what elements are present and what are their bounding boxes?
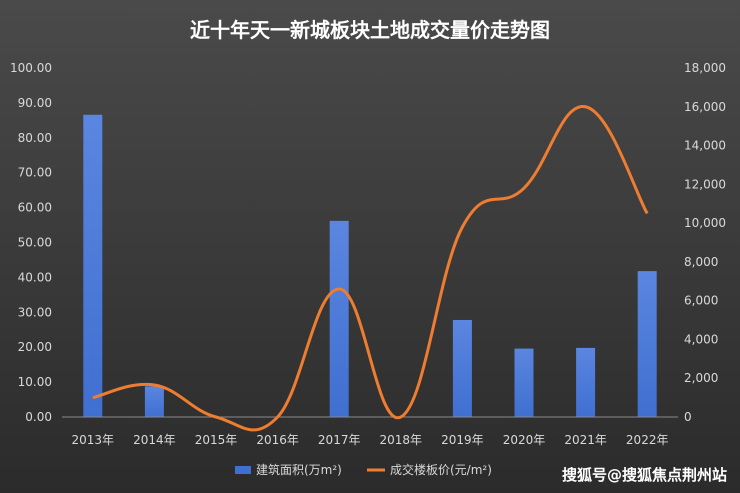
bar-series [83, 114, 657, 418]
left-tick-label: 10.00 [18, 375, 52, 389]
right-tick-label: 0 [684, 410, 692, 424]
left-tick-label: 50.00 [18, 236, 52, 250]
x-tick-label: 2015年 [195, 433, 238, 447]
right-tick-label: 4,000 [684, 332, 718, 346]
left-tick-label: 100.00 [10, 61, 52, 75]
x-tick-label: 2017年 [318, 433, 361, 447]
x-axis: 2013年 2014年 2015年 2016年 2017年 2018年 2019年 2020年… [72, 433, 669, 447]
x-tick-label: 2021年 [564, 433, 607, 447]
legend-bar-swatch [235, 466, 251, 474]
x-tick-label: 2022年 [626, 433, 669, 447]
left-tick-label: 40.00 [18, 270, 52, 284]
right-tick-label: 16,000 [684, 100, 726, 114]
right-tick-label: 10,000 [684, 216, 726, 230]
bar [329, 220, 349, 417]
price-line-series [92, 105, 649, 432]
left-tick-label: 70.00 [18, 166, 52, 180]
right-tick-label: 18,000 [684, 61, 726, 75]
left-tick-label: 30.00 [18, 305, 52, 319]
right-tick-label: 12,000 [684, 177, 726, 191]
chart-title: 近十年天一新城板块土地成交量价走势图 [190, 18, 550, 42]
left-tick-label: 80.00 [18, 131, 52, 145]
bar [144, 386, 164, 417]
bar [452, 319, 472, 417]
right-tick-label: 6,000 [684, 294, 718, 308]
right-tick-label: 2,000 [684, 371, 718, 385]
bar [514, 348, 534, 417]
left-tick-label: 60.00 [18, 201, 52, 215]
x-tick-label: 2013年 [72, 433, 115, 447]
legend-line-label: 成交楼板价(元/m²) [390, 462, 492, 477]
bar [637, 271, 657, 417]
left-tick-label: 20.00 [18, 340, 52, 354]
x-tick-label: 2019年 [441, 433, 484, 447]
bar [83, 114, 103, 418]
x-tick-label: 2018年 [380, 433, 423, 447]
left-axis: 0.00 10.00 20.00 30.00 40.00 50.00 60.00 70.00 8… [10, 61, 52, 424]
x-tick-label: 2016年 [256, 433, 299, 447]
right-tick-label: 14,000 [684, 139, 726, 153]
right-axis: 0 2,000 4,000 6,000 8,000 10,000 12,000 14,000 1… [684, 61, 726, 424]
watermark-text: 搜狐号@搜狐焦点荆州站 [562, 466, 727, 484]
x-tick-label: 2020年 [503, 433, 546, 447]
legend: 建筑面积(万m²) 成交楼板价(元/m²) [235, 462, 492, 477]
x-tick-label: 2014年 [133, 433, 176, 447]
left-tick-label: 90.00 [18, 96, 52, 110]
left-tick-label: 0.00 [25, 410, 52, 424]
legend-bar-label: 建筑面积(万m²) [256, 462, 342, 477]
right-tick-label: 8,000 [684, 255, 718, 269]
bar [576, 347, 596, 417]
